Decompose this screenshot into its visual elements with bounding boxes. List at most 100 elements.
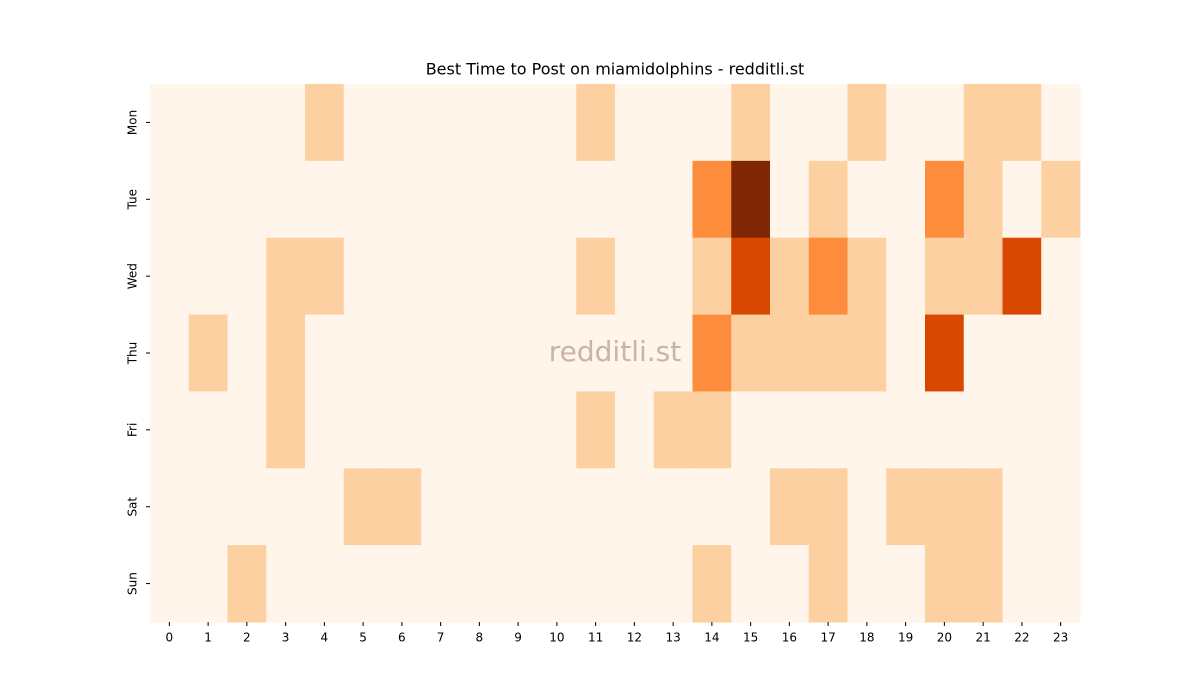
heatmap-cell — [421, 237, 461, 316]
heatmap-cell — [692, 160, 732, 239]
heatmap-cell — [498, 391, 538, 469]
x-tick-label: 5 — [359, 631, 367, 645]
x-tick-label: 7 — [437, 631, 445, 645]
heatmap-cell — [498, 468, 538, 546]
heatmap-cell — [1041, 391, 1081, 469]
heatmap-cell — [576, 468, 616, 546]
x-tick-label: 11 — [588, 631, 603, 645]
heatmap-cell — [1002, 84, 1042, 162]
heatmap-cell — [343, 468, 383, 546]
heatmap-cell — [460, 468, 500, 546]
x-tick-label: 3 — [282, 631, 290, 645]
heatmap-cell — [692, 468, 732, 546]
heatmap-cell — [615, 237, 655, 316]
heatmap-cell — [498, 160, 538, 239]
heatmap-cell — [382, 468, 422, 546]
heatmap-cell — [615, 391, 655, 469]
heatmap-cell — [576, 314, 616, 392]
heatmap-cell — [808, 237, 848, 316]
heatmap-cell — [266, 314, 306, 392]
watermark: redditli.st — [549, 335, 681, 368]
heatmap-cell — [731, 545, 771, 623]
x-tick-label: 20 — [937, 631, 952, 645]
heatmap-cell — [266, 468, 306, 546]
y-tick-label: Wed — [126, 263, 140, 289]
x-tick-label: 15 — [743, 631, 758, 645]
y-tick-label: Sun — [126, 572, 140, 595]
x-tick-label: 1 — [204, 631, 212, 645]
heatmap-cell — [498, 314, 538, 392]
heatmap-cell — [305, 468, 345, 546]
heatmap-cell — [305, 84, 345, 162]
heatmap-cell — [963, 237, 1003, 316]
chart-title: Best Time to Post on miamidolphins - red… — [426, 60, 805, 79]
heatmap-cell — [537, 468, 577, 546]
x-tick-label: 12 — [627, 631, 642, 645]
heatmap-cell — [731, 314, 771, 392]
heatmap-cell — [537, 545, 577, 623]
heatmap-cell — [808, 84, 848, 162]
heatmap-cell — [150, 84, 190, 162]
heatmap-cell — [188, 391, 228, 469]
heatmap-cell — [1002, 314, 1042, 392]
heatmap-cell — [227, 468, 267, 546]
heatmap-cell — [925, 391, 965, 469]
heatmap-cell — [227, 545, 267, 623]
y-tick-label: Thu — [126, 342, 140, 366]
heatmap-cell — [537, 314, 577, 392]
heatmap-cell — [576, 237, 616, 316]
heatmap-cell — [770, 545, 810, 623]
heatmap-cell — [808, 391, 848, 469]
x-tick-label: 21 — [975, 631, 990, 645]
heatmap-cell — [150, 314, 190, 392]
heatmap-cell — [498, 545, 538, 623]
heatmap-cell — [925, 84, 965, 162]
heatmap-cell — [1002, 237, 1042, 316]
heatmap-cell — [925, 545, 965, 623]
heatmap-cell — [343, 391, 383, 469]
heatmap-cell — [1041, 237, 1081, 316]
heatmap-cell — [692, 314, 732, 392]
heatmap-cell — [343, 237, 383, 316]
heatmap-cell — [382, 237, 422, 316]
heatmap-cell — [1041, 545, 1081, 623]
heatmap-cell — [1002, 391, 1042, 469]
x-tick-label: 10 — [549, 631, 564, 645]
heatmap-cell — [653, 391, 693, 469]
y-tick-label: Mon — [126, 110, 140, 135]
heatmap-cell — [770, 468, 810, 546]
heatmap-cell — [576, 84, 616, 162]
x-tick-label: 0 — [166, 631, 174, 645]
heatmap-cell — [653, 84, 693, 162]
heatmap-cell — [1002, 545, 1042, 623]
x-tick-label: 19 — [898, 631, 913, 645]
heatmap-cell — [421, 84, 461, 162]
heatmap-cell — [537, 84, 577, 162]
heatmap-cell — [886, 314, 926, 392]
heatmap-cell — [305, 545, 345, 623]
heatmap-cell — [576, 160, 616, 239]
heatmap-cell — [343, 84, 383, 162]
heatmap-cell — [847, 468, 887, 546]
heatmap-cell — [537, 160, 577, 239]
heatmap-cell — [343, 160, 383, 239]
heatmap-cell — [615, 545, 655, 623]
heatmap-cell — [925, 314, 965, 392]
heatmap-cell — [421, 545, 461, 623]
x-tick-label: 14 — [704, 631, 719, 645]
heatmap-cell — [576, 391, 616, 469]
heatmap-cell — [460, 84, 500, 162]
heatmap-cell — [615, 160, 655, 239]
heatmap-cell — [808, 160, 848, 239]
heatmap-cells — [150, 84, 1081, 623]
heatmap-cell — [227, 391, 267, 469]
heatmap-cell — [886, 545, 926, 623]
x-tick-label: 8 — [476, 631, 484, 645]
heatmap-cell — [808, 545, 848, 623]
heatmap-cell — [188, 314, 228, 392]
x-tick-label: 9 — [514, 631, 522, 645]
heatmap-cell — [731, 84, 771, 162]
heatmap-cell — [460, 160, 500, 239]
x-tick-label: 17 — [820, 631, 835, 645]
x-tick-label: 18 — [859, 631, 874, 645]
